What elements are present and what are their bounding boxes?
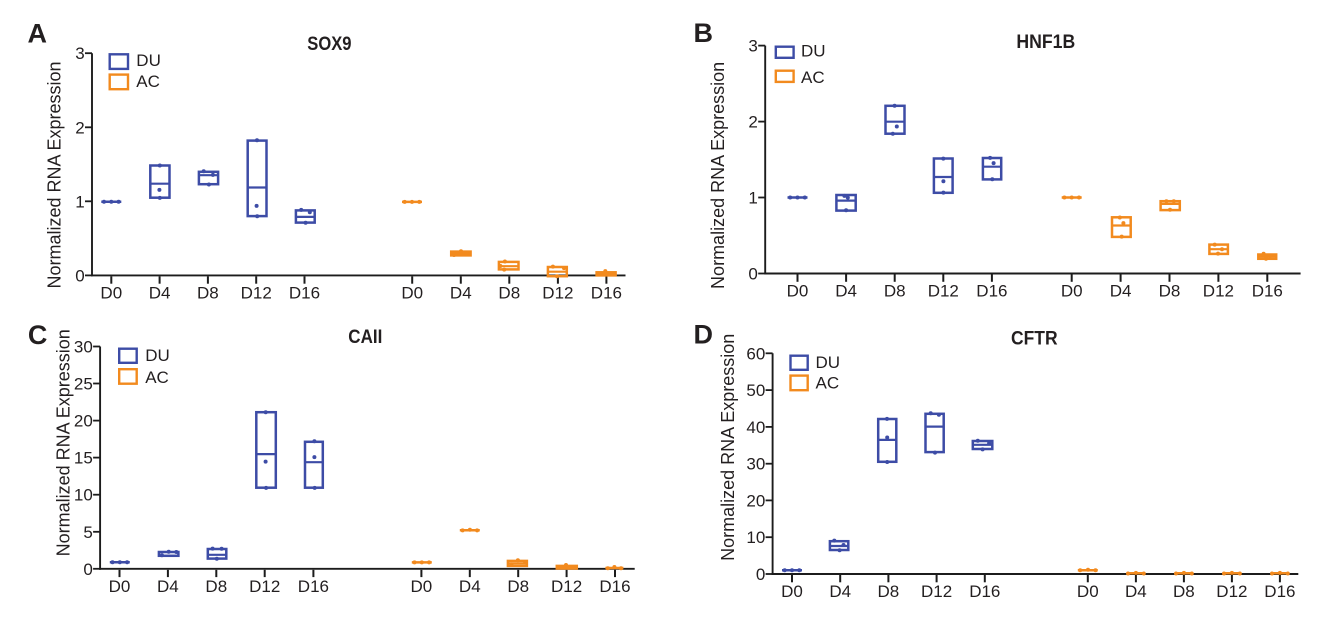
svg-text:D4: D4 xyxy=(149,283,171,302)
svg-text:Normalized RNA Expression: Normalized RNA Expression xyxy=(718,334,738,561)
svg-text:D8: D8 xyxy=(205,577,227,596)
svg-text:2: 2 xyxy=(748,113,757,132)
svg-text:0: 0 xyxy=(83,560,92,579)
svg-text:20: 20 xyxy=(746,491,765,510)
svg-text:D4: D4 xyxy=(1125,582,1147,601)
svg-text:D16: D16 xyxy=(289,283,320,302)
svg-text:D16: D16 xyxy=(298,577,329,596)
svg-text:D12: D12 xyxy=(551,577,582,596)
svg-text:D4: D4 xyxy=(829,582,851,601)
svg-text:D8: D8 xyxy=(1173,582,1195,601)
svg-text:D16: D16 xyxy=(976,282,1007,301)
svg-text:AC: AC xyxy=(136,72,160,91)
svg-text:Normalized RNA Expression: Normalized RNA Expression xyxy=(45,61,65,288)
svg-text:D8: D8 xyxy=(498,283,520,302)
svg-text:D0: D0 xyxy=(787,282,809,301)
svg-text:DU: DU xyxy=(801,42,826,61)
svg-text:Normalized RNA Expression: Normalized RNA Expression xyxy=(708,62,728,289)
svg-text:D0: D0 xyxy=(401,283,423,302)
svg-text:1: 1 xyxy=(75,192,84,211)
svg-text:Normalized RNA Expression: Normalized RNA Expression xyxy=(54,329,74,556)
svg-text:B: B xyxy=(694,18,714,48)
svg-text:0: 0 xyxy=(756,565,765,584)
svg-text:D4: D4 xyxy=(157,577,179,596)
svg-text:A: A xyxy=(28,19,48,49)
svg-text:15: 15 xyxy=(74,449,93,468)
svg-text:D4: D4 xyxy=(835,282,857,301)
svg-text:CFTR: CFTR xyxy=(1011,327,1058,349)
svg-text:30: 30 xyxy=(74,338,93,357)
svg-text:D8: D8 xyxy=(878,582,900,601)
svg-text:3: 3 xyxy=(748,37,757,56)
svg-text:D4: D4 xyxy=(459,577,481,596)
svg-text:AC: AC xyxy=(816,374,840,393)
svg-text:D8: D8 xyxy=(507,577,529,596)
svg-text:D4: D4 xyxy=(450,283,472,302)
svg-text:D0: D0 xyxy=(1061,282,1083,301)
svg-text:0: 0 xyxy=(748,265,757,284)
svg-text:D12: D12 xyxy=(928,282,959,301)
svg-text:60: 60 xyxy=(746,344,765,363)
svg-text:D12: D12 xyxy=(921,582,952,601)
svg-text:D12: D12 xyxy=(542,283,573,302)
svg-text:D0: D0 xyxy=(411,577,433,596)
svg-text:SOX9: SOX9 xyxy=(307,33,351,55)
svg-text:DU: DU xyxy=(145,346,170,365)
svg-text:D8: D8 xyxy=(884,282,906,301)
svg-text:D16: D16 xyxy=(1264,582,1295,601)
svg-text:D12: D12 xyxy=(1216,582,1247,601)
svg-text:D16: D16 xyxy=(599,577,630,596)
svg-text:AC: AC xyxy=(801,68,825,87)
svg-text:5: 5 xyxy=(83,523,92,542)
svg-text:D0: D0 xyxy=(109,577,131,596)
svg-text:D0: D0 xyxy=(781,582,803,601)
svg-text:1: 1 xyxy=(748,189,757,208)
svg-text:AC: AC xyxy=(145,368,169,387)
svg-text:30: 30 xyxy=(746,455,765,474)
svg-text:D8: D8 xyxy=(1159,282,1181,301)
svg-text:D16: D16 xyxy=(1252,282,1283,301)
svg-text:D12: D12 xyxy=(1203,282,1234,301)
svg-text:CAII: CAII xyxy=(348,326,382,348)
svg-text:50: 50 xyxy=(746,381,765,400)
svg-text:D16: D16 xyxy=(591,283,622,302)
svg-text:DU: DU xyxy=(136,51,161,70)
svg-text:D4: D4 xyxy=(1110,282,1132,301)
svg-text:DU: DU xyxy=(816,353,841,372)
svg-text:HNF1B: HNF1B xyxy=(1016,31,1075,53)
svg-text:D: D xyxy=(694,320,714,350)
svg-text:40: 40 xyxy=(746,418,765,437)
svg-text:10: 10 xyxy=(74,486,93,505)
svg-text:20: 20 xyxy=(74,412,93,431)
svg-text:D12: D12 xyxy=(241,283,272,302)
svg-text:D0: D0 xyxy=(1077,582,1099,601)
svg-text:25: 25 xyxy=(74,375,93,394)
svg-text:C: C xyxy=(28,320,48,350)
svg-text:2: 2 xyxy=(75,118,84,137)
svg-text:D8: D8 xyxy=(197,283,219,302)
svg-text:10: 10 xyxy=(746,528,765,547)
svg-text:D0: D0 xyxy=(100,283,122,302)
svg-text:D12: D12 xyxy=(249,577,280,596)
svg-text:D16: D16 xyxy=(969,582,1000,601)
svg-text:3: 3 xyxy=(75,44,84,63)
svg-text:0: 0 xyxy=(75,266,84,285)
